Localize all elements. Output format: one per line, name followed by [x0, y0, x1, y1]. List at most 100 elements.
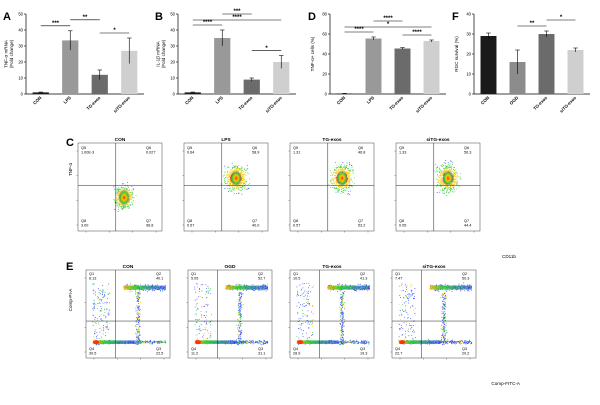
event-dot	[205, 297, 207, 299]
event-dot	[136, 323, 138, 325]
event-dot	[344, 319, 346, 321]
event-dot	[312, 285, 314, 287]
event-dot	[452, 187, 454, 188]
event-dot	[349, 172, 351, 173]
event-dot	[116, 191, 118, 193]
event-dot	[302, 309, 304, 311]
event-dot	[139, 292, 141, 294]
event-dot	[436, 192, 438, 193]
event-dot	[348, 190, 350, 192]
quadrant-value: 53.2	[358, 224, 365, 228]
event-dot	[135, 316, 137, 318]
density-hotspot	[195, 340, 202, 345]
event-dot	[231, 289, 233, 291]
event-dot	[340, 302, 341, 304]
event-dot	[196, 283, 198, 285]
event-dot	[241, 292, 243, 294]
event-dot	[441, 177, 443, 179]
event-dot	[444, 191, 445, 193]
event-dot	[229, 171, 231, 173]
event-dot	[236, 186, 238, 188]
event-dot	[227, 166, 229, 168]
event-dot	[209, 321, 211, 323]
event-dot	[131, 186, 133, 187]
event-dot	[237, 328, 238, 330]
quadrant-value: 5.05	[191, 277, 198, 281]
event-dot	[439, 171, 441, 173]
event-dot	[200, 310, 202, 312]
event-dot	[311, 323, 313, 325]
event-dot	[233, 188, 235, 190]
event-dot	[238, 335, 240, 337]
event-dot	[135, 305, 137, 307]
event-dot	[436, 170, 438, 172]
event-dot	[130, 194, 132, 196]
flow-cytometry-c: CONQ51.00E-3Q60.027Q83.00Q796.8LPSQ50.64…	[76, 137, 481, 233]
event-dot	[454, 181, 456, 183]
event-dot	[312, 322, 314, 324]
event-dot	[341, 338, 343, 340]
event-dot	[341, 333, 343, 335]
event-dot	[348, 179, 350, 181]
event-dot	[138, 329, 140, 331]
event-dot	[139, 294, 141, 296]
event-dot	[198, 318, 200, 320]
event-dot	[120, 208, 122, 210]
event-dot	[240, 314, 242, 316]
event-dot	[445, 167, 447, 169]
event-dot	[138, 330, 140, 332]
event-dot	[239, 337, 241, 339]
event-dot	[195, 304, 197, 306]
event-dot	[103, 291, 105, 293]
event-dot	[231, 191, 233, 193]
event-dot	[106, 301, 108, 303]
y-tick-label: 20	[322, 71, 327, 76]
event-dot	[136, 292, 138, 293]
event-dot	[101, 289, 103, 291]
event-dot	[98, 323, 100, 325]
event-dot	[201, 297, 203, 298]
event-dot	[255, 341, 257, 343]
event-dot	[335, 183, 337, 185]
event-dot	[349, 190, 351, 192]
event-dot	[106, 326, 108, 328]
event-dot	[453, 191, 455, 193]
event-dot	[211, 314, 212, 316]
event-dot	[305, 322, 307, 324]
event-dot	[243, 289, 244, 291]
event-dot	[138, 335, 139, 337]
event-dot	[147, 283, 149, 285]
significance-label: ****	[383, 16, 393, 22]
flow-plot-title: TG-exos	[322, 264, 342, 270]
event-dot	[231, 171, 233, 173]
event-dot	[100, 336, 102, 338]
event-dot	[148, 340, 150, 342]
event-dot	[131, 194, 133, 196]
event-dot	[259, 340, 261, 341]
event-dot	[339, 163, 341, 165]
event-dot	[247, 168, 249, 169]
event-dot	[161, 342, 163, 343]
event-dot	[237, 166, 239, 167]
event-dot	[459, 178, 461, 180]
plot-frame	[77, 142, 163, 232]
y-tick-label: 80	[322, 11, 327, 16]
event-dot	[437, 175, 439, 177]
event-dot	[348, 177, 349, 178]
event-dot	[104, 291, 106, 293]
event-dot	[207, 332, 209, 334]
event-dot	[129, 204, 131, 206]
event-dot	[116, 190, 118, 192]
event-dot	[136, 318, 138, 320]
event-dot	[121, 209, 123, 210]
event-dot	[240, 316, 242, 318]
event-dot	[136, 326, 138, 328]
event-dot	[453, 182, 455, 184]
event-dot	[451, 171, 453, 172]
event-dot	[139, 325, 141, 327]
event-dot	[231, 169, 233, 171]
event-dot	[241, 185, 243, 187]
event-dot	[237, 169, 239, 171]
event-dot	[116, 202, 118, 204]
event-dot	[435, 185, 437, 187]
